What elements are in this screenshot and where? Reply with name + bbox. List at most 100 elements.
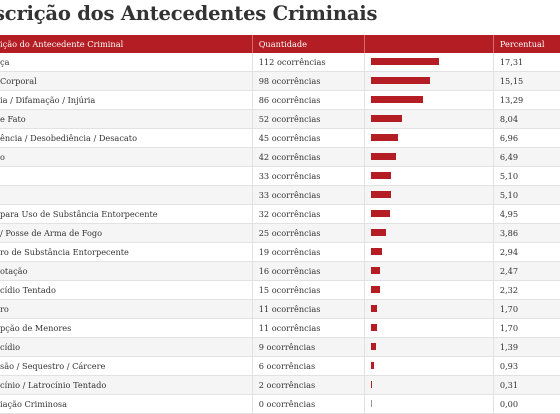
- bar-track: [370, 281, 487, 299]
- row-quantity: 33 ocorrências: [252, 166, 365, 186]
- table-row: 33 ocorrências 5,10: [0, 166, 560, 186]
- percent-bar: [370, 153, 397, 160]
- row-description: ro de Substância Entorpecente: [0, 242, 253, 262]
- row-description: pção de Menores: [0, 318, 253, 338]
- bar-track: [370, 129, 487, 147]
- table-row: iação Criminosa 0 ocorrências 0,00: [0, 394, 560, 414]
- bar-track: [370, 395, 487, 413]
- row-description: são / Sequestro / Cárcere: [0, 356, 253, 376]
- row-bar-cell: [364, 147, 494, 167]
- table-row: ça 112 ocorrências 17,31: [0, 53, 560, 72]
- percent-bar: [370, 134, 399, 141]
- row-description: ça: [0, 53, 253, 72]
- row-quantity: 0 ocorrências: [252, 394, 365, 414]
- table-row: ro 11 ocorrências 1,70: [0, 299, 560, 319]
- header-bar: [364, 35, 494, 53]
- bar-track: [370, 186, 487, 204]
- row-quantity: 45 ocorrências: [252, 128, 365, 148]
- percent-bar: [370, 58, 439, 65]
- row-quantity: 16 ocorrências: [252, 261, 365, 281]
- row-description: ência / Desobediência / Desacato: [0, 128, 253, 148]
- row-description: [0, 166, 253, 186]
- row-percent: 2,32: [493, 280, 560, 300]
- table-row: 33 ocorrências 5,10: [0, 185, 560, 205]
- row-percent: 5,10: [493, 166, 560, 186]
- table-row: ro de Substância Entorpecente 19 ocorrênc…: [0, 242, 560, 262]
- row-quantity: 33 ocorrências: [252, 185, 365, 205]
- row-bar-cell: [364, 185, 494, 205]
- row-bar-cell: [364, 109, 494, 129]
- percent-bar: [370, 191, 391, 198]
- percent-bar: [370, 324, 378, 331]
- percent-bar: [370, 362, 375, 369]
- bar-track: [370, 338, 487, 356]
- bar-track: [370, 205, 487, 223]
- bar-track: [370, 91, 487, 109]
- row-bar-cell: [364, 204, 494, 224]
- bar-track: [370, 110, 487, 128]
- table-row: cídio Tentado 15 ocorrências 2,32: [0, 280, 560, 300]
- percent-bar: [370, 381, 372, 388]
- row-percent: 1,70: [493, 299, 560, 319]
- row-quantity: 19 ocorrências: [252, 242, 365, 262]
- row-description: / Posse de Arma de Fogo: [0, 223, 253, 243]
- row-description: Corporal: [0, 71, 253, 91]
- row-percent: 0,93: [493, 356, 560, 376]
- row-percent: 17,31: [493, 53, 560, 72]
- row-bar-cell: [364, 166, 494, 186]
- bar-track: [370, 262, 487, 280]
- header-quantity[interactable]: Quantidade: [252, 35, 365, 53]
- percent-bar: [370, 267, 381, 274]
- table-row: para Uso de Substância Entorpecente 32 oc…: [0, 204, 560, 224]
- row-bar-cell: [364, 356, 494, 376]
- row-description: otação: [0, 261, 253, 281]
- table-body: ça 112 ocorrências 17,31 Corporal 98 ocorrên…: [0, 53, 560, 414]
- header-percent[interactable]: Percentual: [499, 39, 545, 49]
- percent-bar: [370, 248, 383, 255]
- percent-bar: [370, 343, 377, 350]
- bar-track: [370, 53, 487, 71]
- percent-bar: [370, 115, 403, 122]
- bar-track: [370, 300, 487, 318]
- percent-bar: [370, 305, 378, 312]
- row-quantity: 32 ocorrências: [252, 204, 365, 224]
- row-quantity: 15 ocorrências: [252, 280, 365, 300]
- table-row: / Posse de Arma de Fogo 25 ocorrências 3,8…: [0, 223, 560, 243]
- row-percent: 0,00: [493, 394, 560, 414]
- row-bar-cell: [364, 90, 494, 110]
- row-bar-cell: [364, 53, 494, 72]
- table-row: otação 16 ocorrências 2,47: [0, 261, 560, 281]
- row-percent: 0,31: [493, 375, 560, 395]
- row-percent: 2,47: [493, 261, 560, 281]
- row-description: ro: [0, 299, 253, 319]
- percent-bar: [370, 286, 380, 293]
- table-row: são / Sequestro / Cárcere 6 ocorrências 0,…: [0, 356, 560, 376]
- row-description: cídio Tentado: [0, 280, 253, 300]
- row-percent: 4,95: [493, 204, 560, 224]
- bar-track: [370, 357, 487, 375]
- bar-track: [370, 243, 487, 261]
- row-quantity: 9 ocorrências: [252, 337, 365, 357]
- row-description: iação Criminosa: [0, 394, 253, 414]
- row-bar-cell: [364, 318, 494, 338]
- bar-track: [370, 376, 487, 394]
- row-bar-cell: [364, 394, 494, 414]
- row-description: para Uso de Substância Entorpecente: [0, 204, 253, 224]
- header-description[interactable]: ição do Antecedente Criminal: [0, 35, 253, 53]
- row-bar-cell: [364, 223, 494, 243]
- row-description: [0, 185, 253, 205]
- row-quantity: 98 ocorrências: [252, 71, 365, 91]
- bar-track: [370, 72, 487, 90]
- row-quantity: 52 ocorrências: [252, 109, 365, 129]
- row-quantity: 2 ocorrências: [252, 375, 365, 395]
- row-quantity: 11 ocorrências: [252, 299, 365, 319]
- bar-track: [370, 224, 487, 242]
- percent-bar: [370, 210, 391, 217]
- antecedents-table: ição do Antecedente Criminal Quantidade …: [0, 35, 560, 414]
- row-quantity: 112 ocorrências: [252, 53, 365, 72]
- table-row: ia / Difamação / Injúria 86 ocorrências 13…: [0, 90, 560, 110]
- page-title: scrição dos Antecedentes Criminais: [0, 2, 378, 25]
- row-quantity: 86 ocorrências: [252, 90, 365, 110]
- row-description: e Fato: [0, 109, 253, 129]
- percent-bar: [370, 96, 423, 103]
